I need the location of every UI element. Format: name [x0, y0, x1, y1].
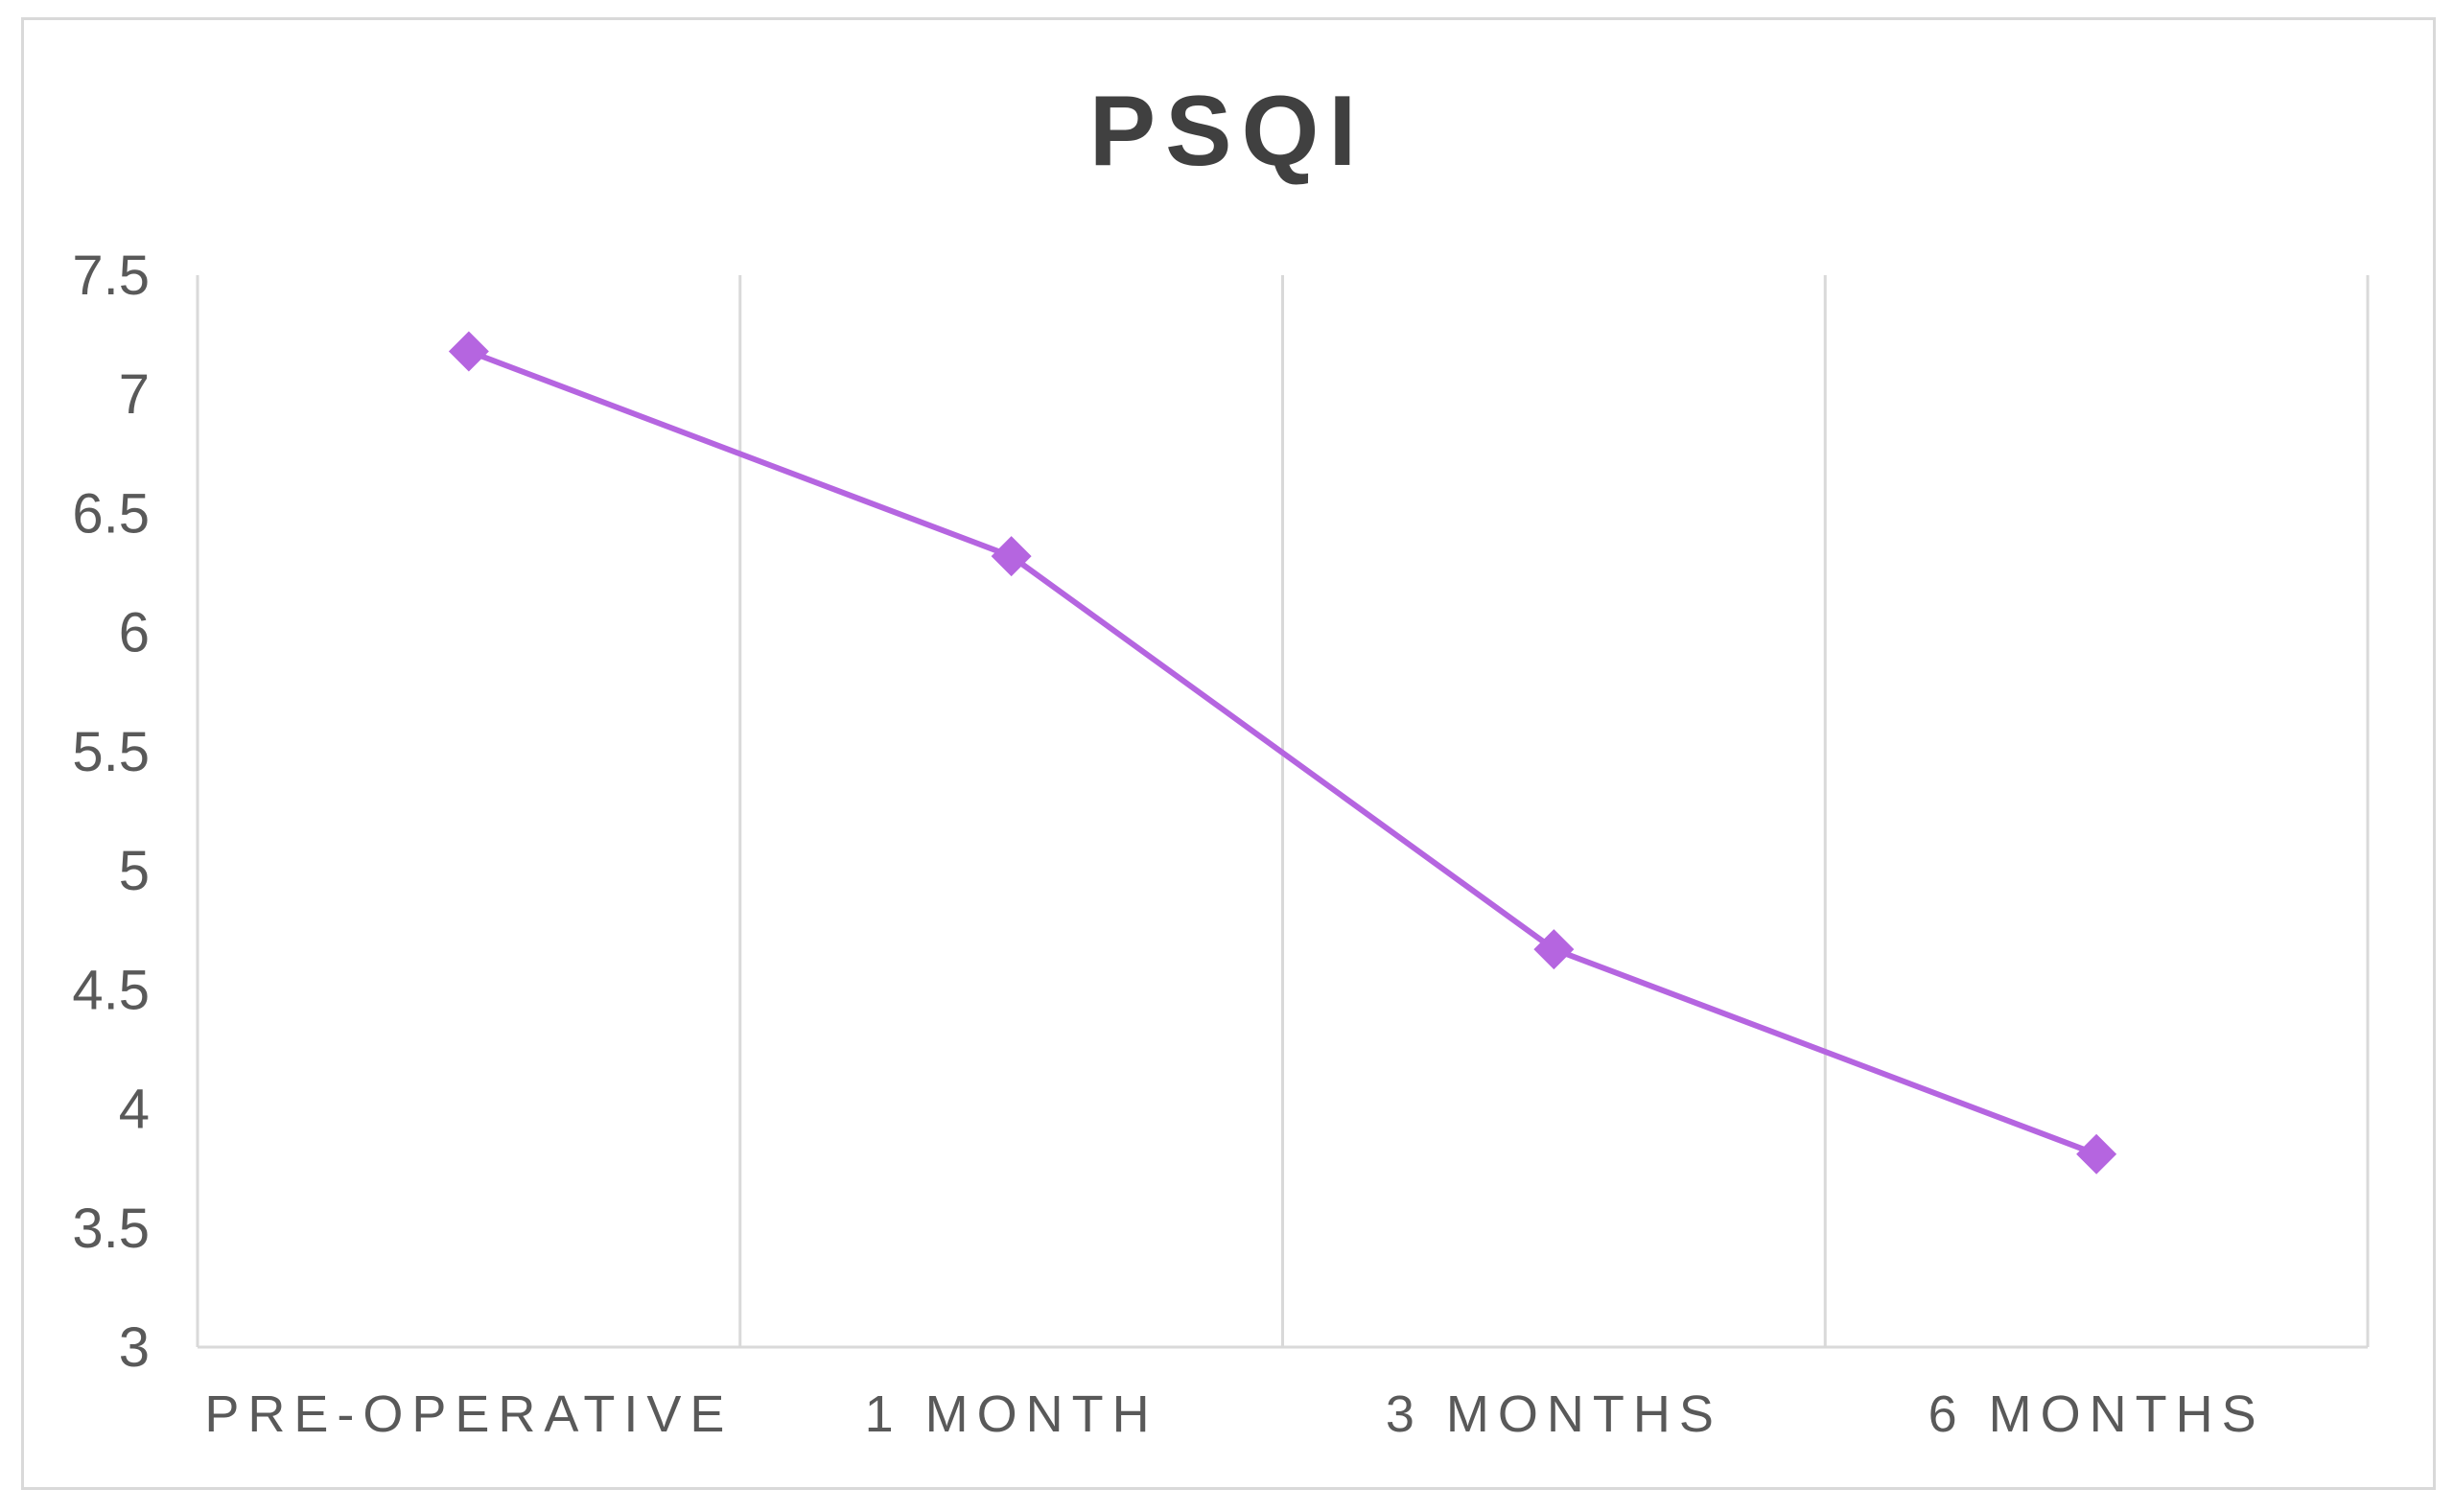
chart-frame	[21, 17, 2436, 1490]
x-tick-label: 1 MONTH	[865, 1385, 1158, 1443]
y-tick-label: 6	[119, 602, 150, 664]
x-axis-ticks: PRE-OPERATIVE 1 MONTH 3 MONTHS 6 MONTHS	[204, 1385, 2265, 1443]
y-axis-ticks: 3 3.5 4 4.5 5 5.5 6 6.5 7 7.5	[72, 244, 150, 1379]
y-tick-label: 4	[119, 1079, 150, 1141]
data-point-marker	[2076, 1133, 2117, 1175]
data-point-marker	[448, 331, 489, 372]
grid-lines	[196, 275, 2370, 1347]
y-tick-label: 4.5	[72, 959, 150, 1021]
y-tick-label: 7.5	[72, 244, 150, 307]
y-tick-label: 5.5	[72, 721, 150, 783]
chart-title: PSQI	[1089, 76, 1367, 187]
y-tick-label: 7	[119, 363, 150, 426]
y-tick-label: 3.5	[72, 1198, 150, 1260]
data-point-marker	[991, 536, 1032, 577]
series-line	[467, 348, 2098, 1157]
y-tick-label: 5	[119, 840, 150, 902]
series-psqi	[448, 331, 2117, 1175]
x-tick-label: PRE-OPERATIVE	[204, 1385, 733, 1443]
y-tick-label: 6.5	[72, 482, 150, 545]
y-tick-label: 3	[119, 1316, 150, 1379]
x-tick-label: 6 MONTHS	[1928, 1385, 2265, 1443]
x-tick-label: 3 MONTHS	[1386, 1385, 1722, 1443]
data-point-marker	[1533, 929, 1575, 970]
